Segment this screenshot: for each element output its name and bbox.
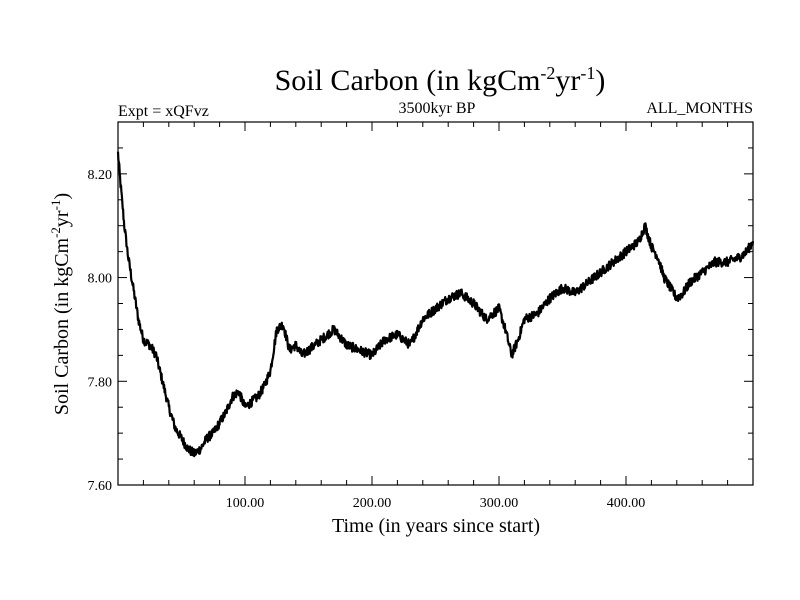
period-label: 3500kyr BP [399,100,476,117]
soil-carbon-series-line [116,151,755,458]
y-tick-label: 7.80 [88,375,113,390]
months-label: ALL_MONTHS [646,100,753,117]
x-tick-label: 100.00 [226,496,265,511]
experiment-label: Expt = xQFvz [118,103,209,120]
axis-ticks [118,122,753,485]
x-tick-label: 400.00 [607,496,646,511]
axis-tick-labels: 100.00 200.00 300.00 400.00 7.60 7.80 8.00 8.20 [88,168,646,511]
chart-title: Soil Carbon (in kgCm-2yr-1) [275,63,606,97]
y-tick-label: 8.00 [88,272,113,287]
y-axis-label: Soil Carbon (in kgCm-2yr-1) [48,193,73,415]
x-axis-label: Time (in years since start) [332,515,540,537]
x-tick-label: 200.00 [353,496,392,511]
y-tick-label: 8.20 [88,168,113,183]
x-tick-label: 300.00 [480,496,519,511]
y-tick-label: 7.60 [88,479,113,494]
